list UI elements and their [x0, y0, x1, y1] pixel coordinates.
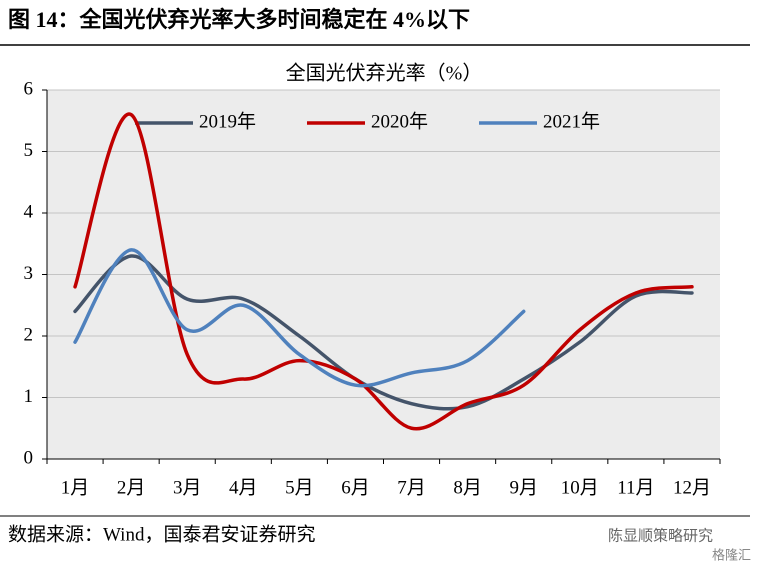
y-tick-label: 5: [24, 140, 34, 161]
y-tick-label: 2: [24, 324, 34, 345]
x-tick-label: 11月: [617, 477, 654, 498]
legend-label: 2019年: [199, 110, 256, 132]
x-tick-label: 12月: [673, 477, 711, 498]
x-tick-label: 4月: [229, 477, 258, 498]
legend-label: 2020年: [371, 110, 428, 132]
x-tick-label: 3月: [173, 477, 202, 498]
x-tick-label: 2月: [117, 477, 146, 498]
x-tick-label: 8月: [453, 477, 482, 498]
x-tick-label: 9月: [509, 477, 538, 498]
legend-label: 2021年: [543, 110, 600, 132]
series-line: [73, 112, 694, 431]
series-line: [73, 248, 526, 388]
source: 数据来源：Wind，国泰君安证券研究: [8, 523, 315, 545]
y-tick-label: 1: [24, 386, 34, 407]
x-tick-label: 10月: [561, 477, 599, 498]
y-tick-label: 3: [24, 263, 34, 284]
x-tick-label: 6月: [341, 477, 370, 498]
x-tick-label: 1月: [61, 477, 90, 498]
y-tick-label: 0: [24, 447, 34, 468]
watermark: 陈显顺策略研究: [608, 527, 713, 545]
watermark-2: 格隆汇: [712, 548, 751, 564]
chart-title: 全国光伏弃光率（%）: [286, 62, 483, 85]
y-tick-label: 4: [24, 201, 34, 222]
figure-title: 图 14：全国光伏弃光率大多时间稳定在 4%以下: [8, 7, 470, 32]
x-tick-label: 7月: [397, 477, 426, 498]
y-tick-label: 6: [24, 78, 34, 99]
x-tick-label: 5月: [285, 477, 314, 498]
